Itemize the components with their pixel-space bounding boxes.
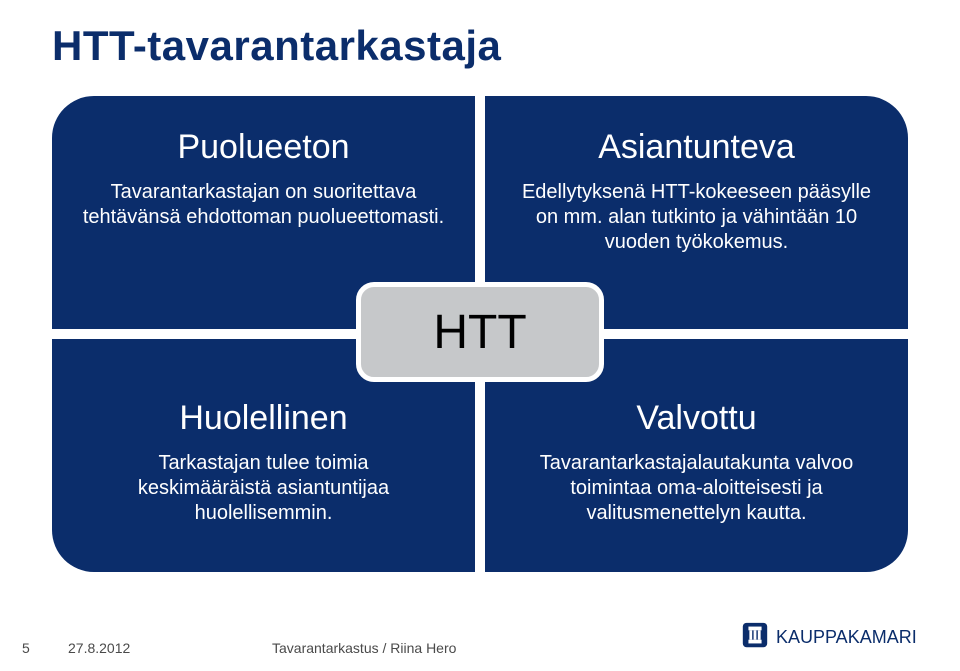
quad-head: Valvottu (485, 399, 908, 438)
slide-title: HTT-tavarantarkastaja (52, 22, 501, 70)
quad-head: Puolueeton (52, 128, 475, 167)
center-htt-label: HTT (433, 305, 526, 360)
quad-body: Tavarantarkastajan on suoritettava tehtä… (76, 180, 451, 230)
slide: { "layout": { "bg": "#ffffff", "title": … (0, 0, 960, 671)
quad-head: Asiantunteva (485, 128, 908, 167)
logo-text: KAUPPAKAMARI (776, 627, 917, 648)
quad-body: Edellytyksenä HTT-kokeeseen pääsylle on … (509, 180, 884, 255)
quad-body: Tavarantarkastajalautakunta valvoo toimi… (509, 451, 884, 526)
quad-body: Tarkastajan tulee toimia keskimääräistä … (92, 451, 435, 526)
page-number: 5 (22, 640, 30, 656)
center-htt-box: HTT (356, 282, 604, 382)
quad-head: Huolellinen (52, 399, 475, 438)
footer-source: Tavarantarkastus / Riina Hero (272, 640, 456, 656)
logo-mark-icon (740, 620, 770, 655)
footer-date: 27.8.2012 (68, 640, 130, 656)
kauppakamari-logo: KAUPPAKAMARI (740, 620, 917, 655)
